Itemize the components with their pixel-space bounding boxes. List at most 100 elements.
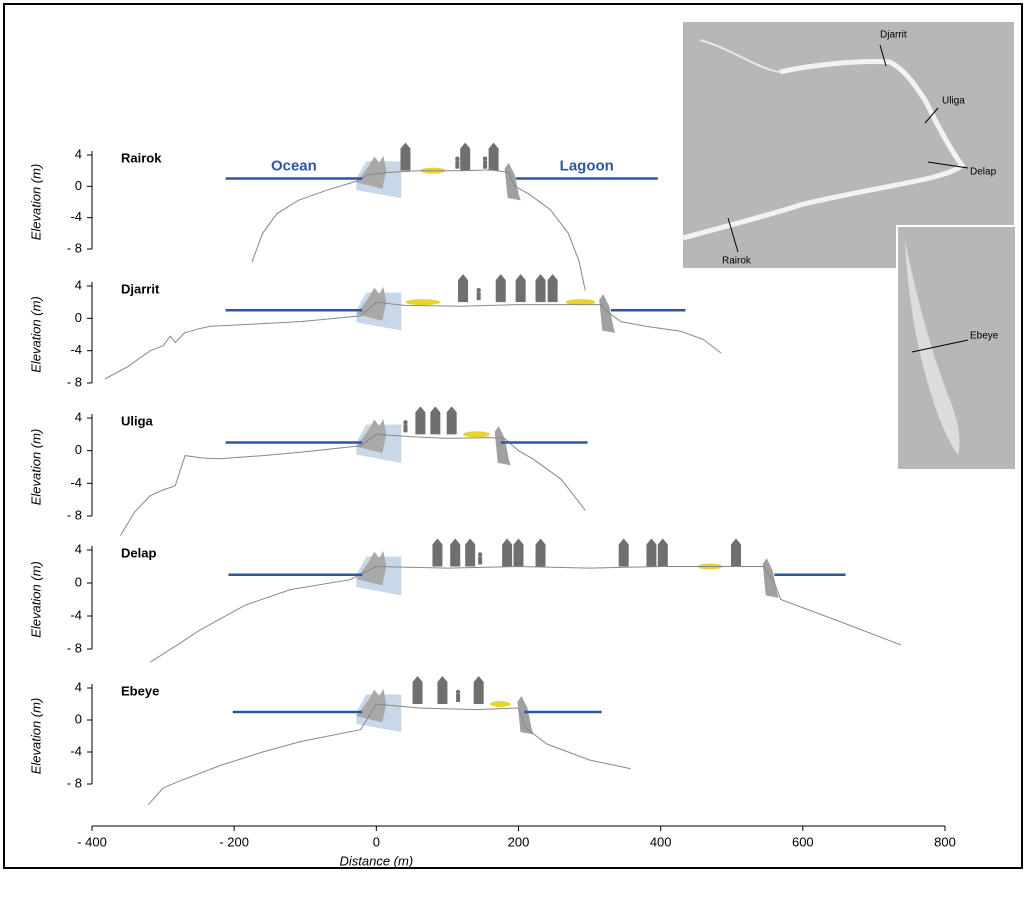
y-tick-label: 4 (75, 277, 82, 292)
y-tick-label: 0 (75, 711, 82, 726)
series-label: Ocean (271, 157, 317, 174)
panel-title: Uliga (121, 413, 154, 428)
panel: 4 0 -4 - 8 Elevation (m) Uliga (28, 406, 588, 536)
x-tick-label: 0 (373, 834, 380, 849)
person (455, 689, 461, 695)
map-label: Rairok (722, 256, 752, 267)
building (646, 538, 657, 567)
y-tick-label: - 8 (67, 640, 82, 655)
building (535, 538, 546, 567)
y-tick-label: 0 (75, 310, 82, 325)
person (456, 694, 461, 702)
y-tick-label: 0 (75, 442, 82, 457)
rock-berm (599, 294, 616, 333)
y-tick-label: 4 (75, 679, 82, 694)
building (412, 676, 423, 704)
leader-line (924, 107, 939, 124)
y-tick-label: -4 (70, 209, 82, 224)
y-axis-label: Elevation (m) (28, 698, 43, 775)
building (473, 676, 484, 704)
y-tick-label: 0 (75, 574, 82, 589)
person (403, 424, 408, 433)
x-tick-label: 800 (934, 834, 956, 849)
building (618, 538, 629, 567)
sand (405, 299, 441, 306)
y-tick-label: - 8 (67, 240, 82, 255)
y-tick-label: 4 (75, 541, 82, 556)
map-label: Delap (970, 167, 997, 178)
reef-outline (699, 39, 781, 73)
x-tick-label: 600 (792, 834, 814, 849)
person (476, 287, 481, 293)
map-inset: Djarrit Uliga Delap Rairok Ebeye (682, 22, 1017, 471)
building (437, 676, 448, 704)
ebeye-island (905, 240, 960, 455)
profile-line (119, 433, 586, 536)
x-tick-label: - 200 (219, 834, 249, 849)
leader-line (727, 217, 739, 253)
person (477, 552, 483, 557)
rock-berm (494, 426, 511, 466)
building (657, 538, 668, 567)
panel-title: Djarrit (121, 281, 160, 296)
profile-line (104, 301, 722, 380)
y-tick-label: -4 (70, 342, 82, 357)
x-tick-label: - 400 (77, 834, 107, 849)
sand (490, 701, 511, 707)
rock-berm (356, 550, 387, 586)
person (478, 556, 483, 565)
building (502, 538, 513, 567)
building (465, 538, 476, 567)
y-tick-label: 0 (75, 178, 82, 193)
rock-berm (356, 688, 387, 723)
building (460, 142, 471, 171)
building (415, 406, 426, 435)
sand (463, 431, 491, 438)
panel: 4 0 -4 - 8 Elevation (m) Ebeye - 400 - 200 0 200 4… (28, 676, 956, 868)
panel-title: Rairok (121, 150, 162, 165)
y-tick-label: 4 (75, 409, 82, 424)
profile-line (147, 703, 631, 806)
person (476, 292, 481, 301)
building (430, 406, 441, 435)
panel-title: Ebeye (121, 683, 159, 698)
building (432, 538, 443, 567)
building (731, 538, 742, 567)
y-axis-label: Elevation (m) (28, 429, 43, 506)
building (446, 406, 457, 435)
panel-title: Delap (121, 545, 156, 560)
x-tick-label: 200 (508, 834, 530, 849)
series-label: Lagoon (560, 157, 614, 174)
building (450, 538, 461, 567)
y-tick-label: - 8 (67, 507, 82, 522)
building (547, 274, 558, 303)
rock-berm (517, 696, 534, 735)
profile-line (150, 565, 902, 663)
building (458, 274, 469, 303)
rock-berm (356, 286, 387, 321)
profile-line (251, 169, 586, 291)
y-axis-label: Elevation (m) (28, 296, 43, 373)
x-axis-label: Distance (m) (339, 853, 413, 868)
map-label: Djarrit (880, 30, 907, 41)
panel: 4 0 -4 - 8 Elevation (m) Delap (28, 538, 902, 663)
building (495, 274, 506, 303)
building (513, 538, 524, 567)
y-tick-label: 4 (75, 146, 82, 161)
person (455, 156, 460, 161)
person (455, 160, 460, 169)
building (488, 142, 499, 171)
map-label: Uliga (942, 96, 965, 107)
y-tick-label: -4 (70, 607, 82, 622)
sand (565, 299, 596, 306)
building (515, 274, 526, 303)
person (403, 420, 408, 425)
leader-line (911, 339, 969, 353)
y-tick-label: -4 (70, 475, 82, 490)
person (482, 156, 488, 161)
y-axis-label: Elevation (m) (28, 164, 43, 241)
x-tick-label: 400 (650, 834, 672, 849)
panel: 4 0 -4 - 8 Elevation (m) Rairok Ocean Lagoon (28, 142, 658, 291)
y-tick-label: -4 (70, 743, 82, 758)
